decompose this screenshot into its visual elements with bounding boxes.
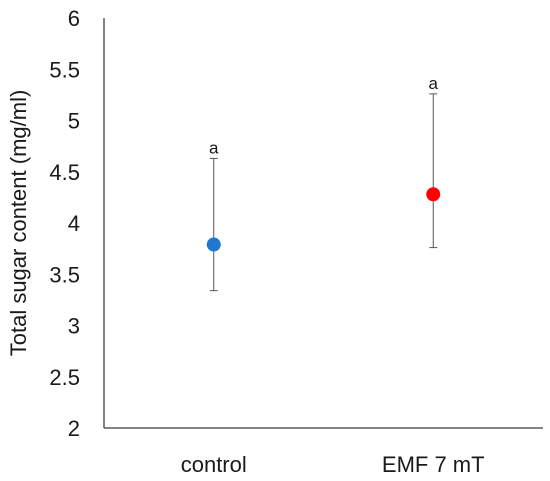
data-point-group: a (426, 74, 441, 249)
y-tick-label: 2.5 (49, 365, 80, 390)
y-axis-title: Total sugar content (mg/ml) (6, 90, 31, 357)
y-tick-label: 4.5 (49, 160, 80, 185)
y-tick-label: 3 (68, 314, 80, 339)
data-point (206, 237, 221, 252)
y-tick-label: 3.5 (49, 262, 80, 287)
data-point-group: a (206, 138, 221, 292)
significance-label: a (209, 138, 219, 157)
y-tick-label: 6 (68, 6, 80, 31)
data-point (426, 187, 441, 202)
data-points: aa (206, 74, 441, 292)
y-tick-label: 5 (68, 109, 80, 134)
x-axis-category-labels: control EMF 7 mT (181, 452, 485, 477)
significance-label: a (429, 74, 439, 93)
y-tick-label: 2 (68, 416, 80, 441)
y-axis-ticks: 2 2.5 3 3.5 4 4.5 5 5.5 6 (49, 6, 80, 441)
x-category-label: control (181, 452, 247, 477)
x-category-label: EMF 7 mT (382, 452, 485, 477)
y-tick-label: 5.5 (49, 57, 80, 82)
y-tick-label: 4 (68, 211, 80, 236)
